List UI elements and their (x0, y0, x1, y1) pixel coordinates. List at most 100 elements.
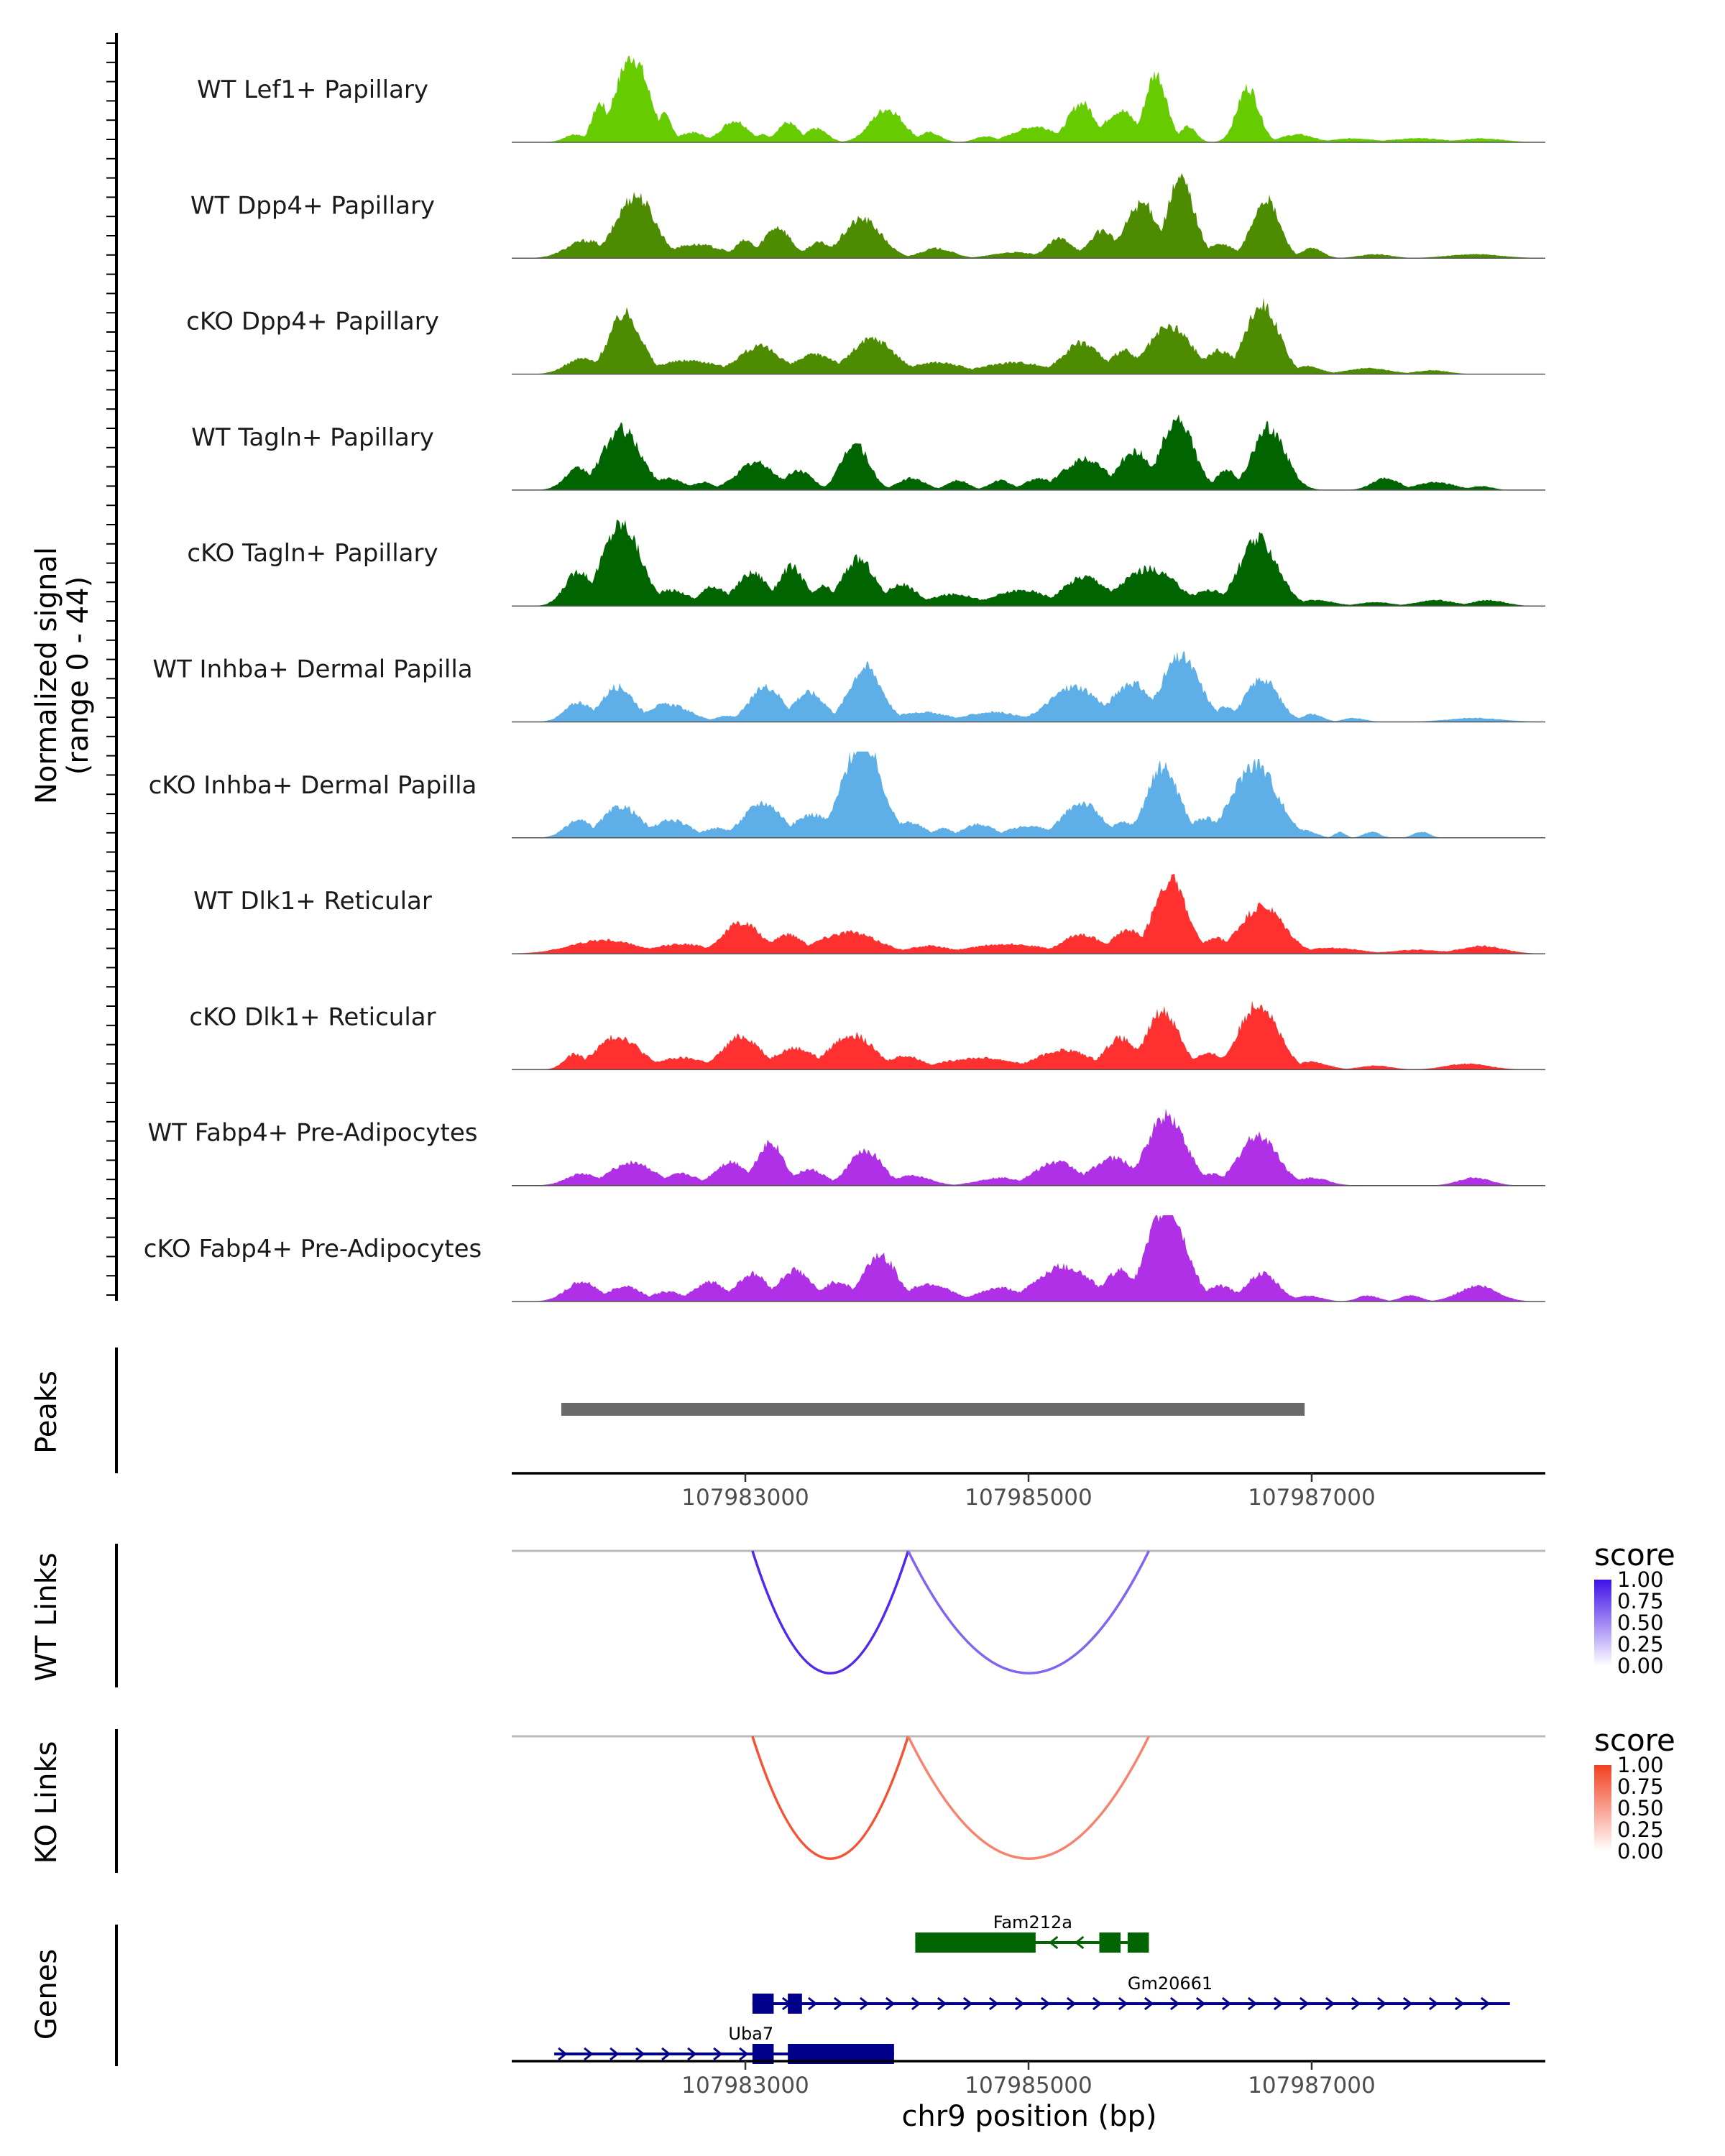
gene-strand-arrow-gm20661 (1428, 1996, 1439, 2011)
gene-strand-arrow-gm20661 (1195, 1996, 1206, 2011)
gene-strand-arrow-gm20661 (1273, 1996, 1284, 2011)
gene-strand-arrow-uba7 (687, 2047, 697, 2061)
track-label-cko-dlk1-reticular: cKO Dlk1+ Reticular (189, 1003, 436, 1031)
ko-links-arc (906, 1736, 1151, 1860)
gene-exon-fam212a (1127, 1932, 1149, 1953)
gene-strand-arrow-gm20661 (1092, 1996, 1103, 2011)
gene-strand-arrow-gm20661 (807, 1996, 818, 2011)
track-label-cko-dpp4-papillary: cKO Dpp4+ Papillary (186, 308, 439, 336)
wt-links-legend-tick: 0.25 (1617, 1632, 1664, 1657)
ko-links-legend-tick: 0.25 (1617, 1818, 1664, 1842)
x-axis-top: 107983000 107985000 107987000 (512, 1472, 1545, 1511)
gene-exon-gm20661 (752, 1994, 774, 2014)
gene-strand-arrow-uba7 (558, 2047, 568, 2061)
gene-strand-arrow-gm20661 (1480, 1996, 1491, 2011)
gene-strand-arrow-gm20661 (1118, 1996, 1128, 2011)
coverage-area-cko-fabp4-pre-adipocytes (512, 1215, 1545, 1302)
x-axis-bottom: 107983000 107985000 107987000 (512, 2060, 1545, 2099)
gene-label-fam212a: Fam212a (993, 1912, 1072, 1932)
gene-strand-arrow-gm20661 (885, 1996, 896, 2011)
gene-strand-arrow-uba7 (635, 2047, 645, 2061)
x-axis-bottom-tick-label: 107987000 (1248, 2073, 1376, 2099)
ko-links-arc (751, 1736, 910, 1860)
gene-strand-arrow-fam212a (1075, 1935, 1085, 1950)
wt-links-legend-title: score (1594, 1537, 1675, 1572)
gene-strand-arrow-uba7 (584, 2047, 594, 2061)
wt-links-track-label: WT Links (30, 1552, 63, 1681)
coverage-area-wt-dlk1-reticular (512, 873, 1545, 954)
gene-exon-gm20661 (788, 1994, 802, 2014)
wt-links-legend-colorbar (1594, 1580, 1611, 1666)
gene-strand-arrow-gm20661 (988, 1996, 999, 2011)
ko-links-legend-tick: 0.00 (1617, 1839, 1664, 1864)
track-label-wt-lef1-papillary: WT Lef1+ Papillary (197, 75, 428, 104)
genes-track-label: Genes (30, 1949, 63, 2040)
track-label-cko-tagln-papillary: cKO Tagln+ Papillary (187, 539, 438, 568)
ko-links-legend-tick: 1.00 (1617, 1753, 1664, 1777)
x-axis-top-tick-label: 107987000 (1248, 1485, 1376, 1511)
wt-links-arc (906, 1550, 1151, 1674)
gene-strand-arrow-gm20661 (911, 1996, 921, 2011)
track-label-wt-dlk1-reticular: WT Dlk1+ Reticular (193, 887, 432, 916)
ko-links-legend-colorbar (1594, 1765, 1611, 1851)
track-label-wt-dpp4-papillary: WT Dpp4+ Papillary (190, 191, 435, 220)
gene-label-uba7: Uba7 (728, 2024, 773, 2044)
track-label-wt-fabp4-pre-adipocytes: WT Fabp4+ Pre-Adipocytes (148, 1119, 478, 1148)
x-axis-bottom-tick-label: 107983000 (681, 2073, 809, 2099)
coverage-area-cko-dpp4-papillary (512, 297, 1545, 374)
gene-strand-arrow-gm20661 (1376, 1996, 1387, 2011)
gene-strand-arrow-gm20661 (1402, 1996, 1413, 2011)
wt-links-legend-tick: 0.50 (1617, 1611, 1664, 1635)
ko-links-legend-title: score (1594, 1723, 1675, 1758)
gene-strand-arrow-gm20661 (1040, 1996, 1051, 2011)
x-axis-top-tick-label: 107983000 (681, 1485, 809, 1511)
coverage-area-wt-tagln-papillary (512, 414, 1545, 490)
gene-exon-fam212a (1099, 1932, 1121, 1953)
gene-strand-arrow-gm20661 (1014, 1996, 1025, 2011)
gene-label-gm20661: Gm20661 (1128, 1973, 1213, 1994)
track-label-wt-inhba-dermal-papilla: WT Inhba+ Dermal Papilla (152, 655, 472, 684)
gene-exon-fam212a (915, 1932, 1036, 1953)
track-label-wt-tagln-papillary: WT Tagln+ Papillary (191, 423, 434, 452)
gene-strand-arrow-gm20661 (1066, 1996, 1077, 2011)
coverage-y-axis-title: Normalized signal (30, 547, 63, 804)
coverage-area-wt-inhba-dermal-papilla (512, 650, 1545, 722)
coverage-area-cko-tagln-papillary (512, 520, 1545, 607)
gene-strand-arrow-uba7 (713, 2047, 723, 2061)
coverage-area-cko-dlk1-reticular (512, 1000, 1545, 1070)
gene-strand-arrow-gm20661 (1144, 1996, 1154, 2011)
coverage-y-axis (106, 33, 118, 1301)
coverage-area-cko-inhba-dermal-papilla (512, 751, 1545, 838)
track-label-cko-fabp4-pre-adipocytes: cKO Fabp4+ Pre-Adipocytes (144, 1235, 482, 1263)
coverage-panel: WT Lef1+ Papillary WT Dpp4+ Papillary cKO … (144, 56, 1545, 1302)
ko-links-track-label: KO Links (30, 1741, 63, 1864)
x-axis-title: chr9 position (bp) (901, 2100, 1156, 2133)
gene-strand-arrow-gm20661 (1351, 1996, 1361, 2011)
wt-links-legend-tick: 0.75 (1617, 1589, 1664, 1613)
ko-links-legend-tick: 0.75 (1617, 1774, 1664, 1799)
wt-links-legend-tick: 0.00 (1617, 1654, 1664, 1678)
gene-strand-arrow-gm20661 (1454, 1996, 1465, 2011)
peaks-panel (115, 1348, 1305, 1473)
gene-strand-arrow-gm20661 (937, 1996, 947, 2011)
x-axis-bottom-tick-label: 107985000 (965, 2073, 1092, 2099)
gene-strand-arrow-gm20661 (1221, 1996, 1232, 2011)
wt-links-arc (751, 1550, 910, 1674)
coverage-y-axis-range: (range 0 - 44) (62, 576, 95, 775)
coverage-area-wt-dpp4-papillary (512, 172, 1545, 259)
gene-strand-arrow-gm20661 (1325, 1996, 1335, 2011)
gene-strand-arrow-gm20661 (833, 1996, 844, 2011)
gene-strand-arrow-gm20661 (1169, 1996, 1180, 2011)
gene-strand-arrow-gm20661 (962, 1996, 973, 2011)
gene-strand-arrow-uba7 (610, 2047, 620, 2061)
track-label-cko-inhba-dermal-papilla: cKO Inhba+ Dermal Papilla (149, 771, 477, 800)
genes-panel: Fam212a Gm20661 Uba7 (115, 1912, 1510, 2066)
gene-strand-arrow-gm20661 (1247, 1996, 1258, 2011)
gene-strand-arrow-gm20661 (1299, 1996, 1310, 2011)
x-axis-top-tick-label: 107985000 (965, 1485, 1092, 1511)
gene-strand-arrow-fam212a (1049, 1935, 1059, 1950)
peak-interval (561, 1403, 1305, 1416)
gene-strand-arrow-gm20661 (859, 1996, 870, 2011)
